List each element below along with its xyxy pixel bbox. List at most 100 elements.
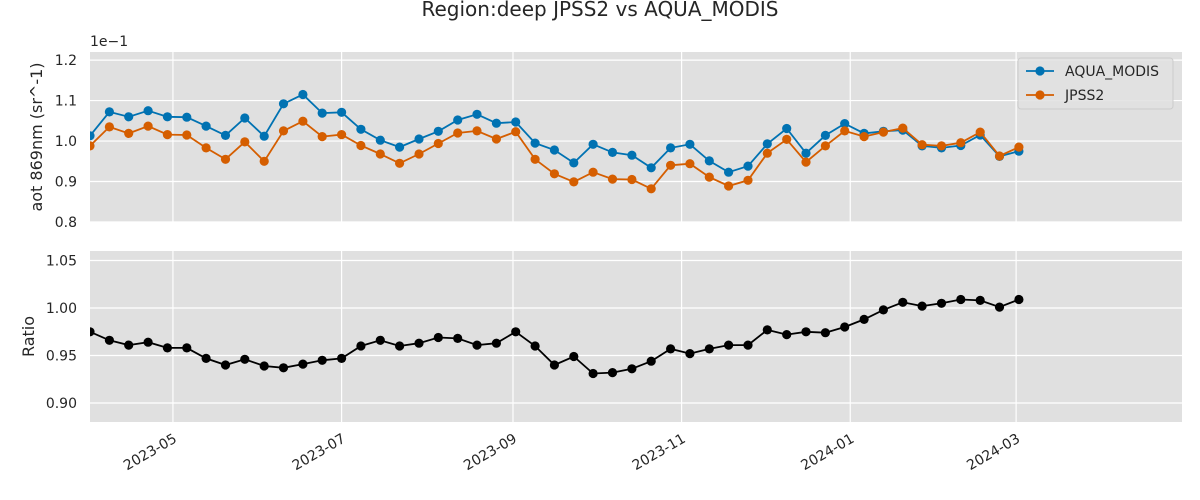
data-point-jpss2 xyxy=(162,130,172,140)
data-point-jpss2 xyxy=(491,134,501,144)
data-point-jpss2 xyxy=(917,140,927,150)
data-point-jpss2 xyxy=(607,174,618,184)
data-point-jpss2 xyxy=(762,148,772,158)
data-point-aqua-modis xyxy=(201,121,211,131)
data-point-jpss2 xyxy=(704,172,714,182)
data-point-ratio xyxy=(704,344,714,354)
data-point-ratio xyxy=(743,340,753,350)
data-point-jpss2 xyxy=(395,158,405,168)
data-point-ratio xyxy=(298,359,308,369)
data-point-ratio xyxy=(104,335,114,345)
data-point-ratio xyxy=(124,340,134,350)
data-point-jpss2 xyxy=(859,132,869,142)
data-point-ratio xyxy=(182,343,192,353)
data-point-jpss2 xyxy=(124,128,134,138)
data-point-jpss2 xyxy=(182,130,192,140)
data-point-jpss2 xyxy=(530,154,540,164)
data-point-ratio xyxy=(356,341,366,351)
y-tick-label: 0.8 xyxy=(55,215,77,231)
data-point-jpss2 xyxy=(549,169,560,179)
x-tick-label: 2023-05 xyxy=(121,431,180,474)
data-point-ratio xyxy=(201,353,211,363)
y-tick-label: 1.1 xyxy=(55,94,77,110)
data-point-aqua-modis xyxy=(704,156,714,166)
data-point-aqua-modis xyxy=(472,109,482,119)
data-point-aqua-modis xyxy=(124,112,134,122)
data-point-aqua-modis xyxy=(762,139,772,149)
data-point-ratio xyxy=(917,301,927,311)
data-point-aqua-modis xyxy=(356,124,366,134)
data-point-jpss2 xyxy=(337,130,347,140)
legend-label-jpss2: JPSS2 xyxy=(1064,88,1104,104)
x-tick-label: 2024-03 xyxy=(964,431,1023,474)
data-point-jpss2 xyxy=(90,141,95,151)
data-point-jpss2 xyxy=(936,141,947,151)
data-point-aqua-modis xyxy=(724,167,734,177)
data-point-jpss2 xyxy=(240,137,250,147)
y-tick-label: 1.2 xyxy=(55,53,77,69)
data-point-jpss2 xyxy=(782,134,792,144)
data-point-jpss2 xyxy=(143,121,153,131)
data-point-ratio xyxy=(375,335,385,345)
data-point-ratio xyxy=(240,354,250,364)
data-point-ratio xyxy=(530,341,540,351)
data-point-ratio xyxy=(414,338,424,348)
x-tick-label: 2024-01 xyxy=(798,431,857,474)
data-point-ratio xyxy=(588,368,598,379)
data-point-aqua-modis xyxy=(143,106,153,116)
data-point-jpss2 xyxy=(994,151,1005,161)
plot-background xyxy=(90,251,1182,422)
data-point-jpss2 xyxy=(743,175,753,185)
data-point-jpss2 xyxy=(511,127,521,137)
data-point-jpss2 xyxy=(820,141,831,151)
data-point-jpss2 xyxy=(1014,142,1024,152)
data-point-jpss2 xyxy=(375,149,385,159)
plot-background xyxy=(90,52,1182,222)
data-point-ratio xyxy=(162,343,172,353)
data-point-ratio xyxy=(762,325,772,335)
bottom-plot: 0.90 0.95 1.00 1.05 Ratio xyxy=(19,251,1182,422)
data-point-ratio xyxy=(337,353,347,363)
y-tick-label: 1.0 xyxy=(55,134,77,150)
data-point-jpss2 xyxy=(356,140,366,151)
data-point-aqua-modis xyxy=(820,130,831,140)
series-group xyxy=(90,294,1024,379)
data-point-aqua-modis xyxy=(375,135,385,145)
data-point-ratio xyxy=(433,332,443,343)
data-point-aqua-modis xyxy=(90,131,95,141)
x-tick-label: 2023-07 xyxy=(290,431,349,474)
data-point-aqua-modis xyxy=(414,134,424,144)
data-point-aqua-modis xyxy=(491,118,501,128)
data-point-jpss2 xyxy=(588,167,598,177)
data-point-ratio xyxy=(317,355,327,365)
data-point-ratio xyxy=(956,294,966,305)
data-point-ratio xyxy=(220,360,231,370)
data-point-ratio xyxy=(801,327,811,337)
top-plot: 0.8 0.9 1.0 1.1 1.2 aot 869nm (sr^-1) 1e−1 AQUA… xyxy=(27,34,1182,231)
data-point-ratio xyxy=(975,295,985,305)
legend-label-aqua-modis: AQUA_MODIS xyxy=(1065,64,1159,80)
data-point-ratio xyxy=(724,340,734,350)
data-point-aqua-modis xyxy=(220,130,231,140)
data-point-jpss2 xyxy=(317,132,327,142)
data-point-jpss2 xyxy=(646,184,656,194)
y-tick-label: 0.90 xyxy=(46,396,77,412)
data-point-aqua-modis xyxy=(840,119,850,129)
data-point-ratio xyxy=(994,302,1005,312)
data-point-aqua-modis xyxy=(298,89,308,100)
data-point-jpss2 xyxy=(472,126,482,136)
data-point-jpss2 xyxy=(453,128,463,138)
data-point-jpss2 xyxy=(201,143,211,153)
data-point-ratio xyxy=(859,314,869,324)
data-point-aqua-modis xyxy=(395,142,405,152)
data-point-aqua-modis xyxy=(337,107,347,117)
x-tick-label: 2023-11 xyxy=(630,431,689,474)
legend-box xyxy=(1017,57,1174,110)
data-point-aqua-modis xyxy=(162,112,172,122)
y-axis-label: Ratio xyxy=(19,316,38,357)
data-point-ratio xyxy=(898,297,908,307)
data-point-aqua-modis xyxy=(278,99,289,109)
legend-marker-jpss2 xyxy=(1035,90,1045,100)
data-point-jpss2 xyxy=(259,156,269,166)
